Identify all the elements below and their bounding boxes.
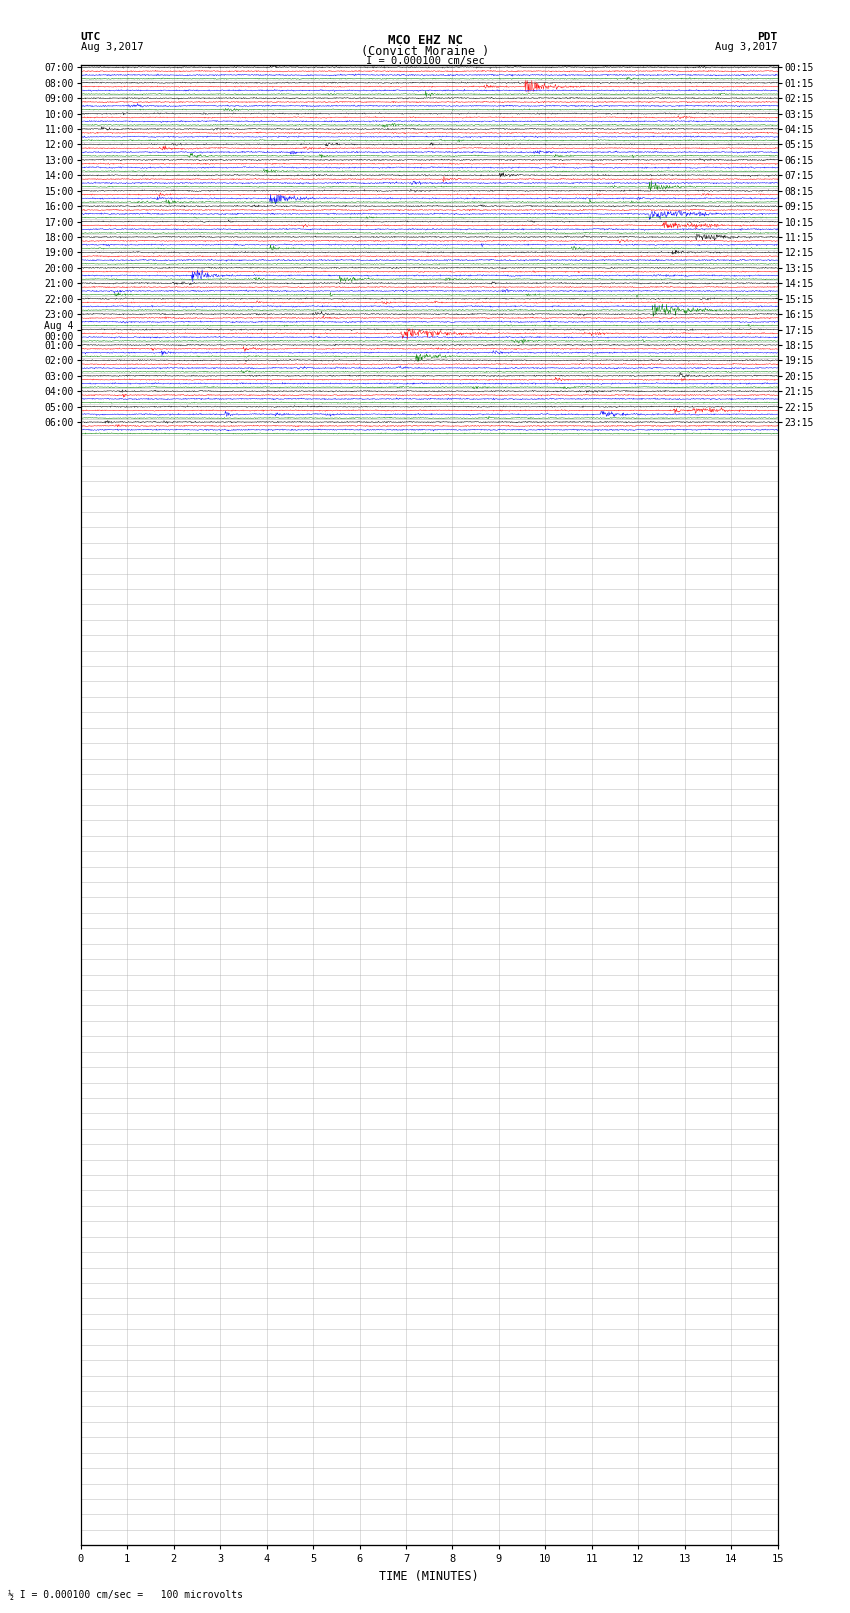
X-axis label: TIME (MINUTES): TIME (MINUTES)	[379, 1569, 479, 1582]
Text: Aug 3,2017: Aug 3,2017	[81, 42, 144, 52]
Text: Aug 3,2017: Aug 3,2017	[715, 42, 778, 52]
Text: MCO EHZ NC: MCO EHZ NC	[388, 34, 462, 47]
Text: ½ I = 0.000100 cm/sec =   100 microvolts: ½ I = 0.000100 cm/sec = 100 microvolts	[8, 1590, 243, 1600]
Text: UTC: UTC	[81, 32, 101, 42]
Text: PDT: PDT	[757, 32, 778, 42]
Text: I = 0.000100 cm/sec: I = 0.000100 cm/sec	[366, 56, 484, 66]
Text: (Convict Moraine ): (Convict Moraine )	[361, 45, 489, 58]
